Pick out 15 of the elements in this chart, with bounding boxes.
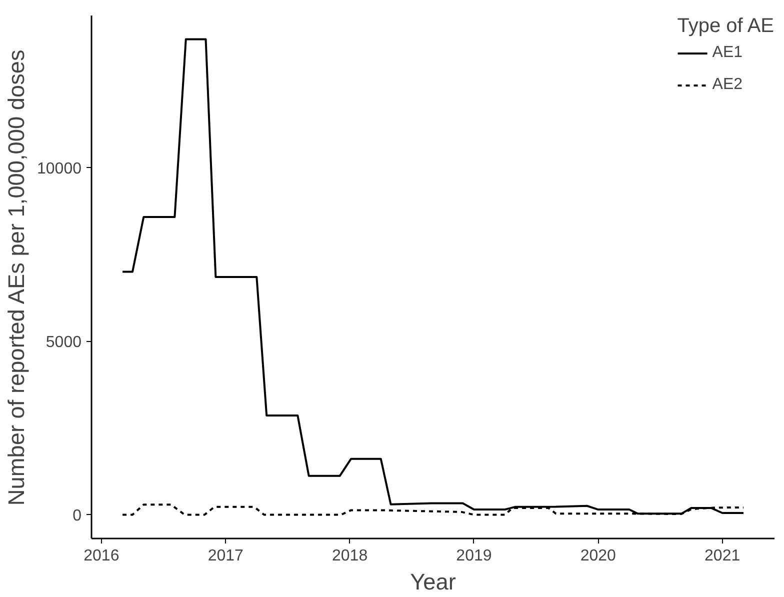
- line-series: [122, 38, 744, 515]
- x-tick-label: 2016: [84, 548, 120, 564]
- x-axis-title: Year: [410, 568, 456, 594]
- y-tick-label: 0: [72, 508, 82, 525]
- legend-label: AE1: [712, 44, 743, 62]
- x-tick-label: 2021: [704, 548, 740, 564]
- legend-label: AE2: [712, 76, 743, 94]
- y-axis-title: Number of reported AEs per 1,000,000 doses: [3, 50, 30, 506]
- legend-title: Type of AE: [677, 15, 774, 38]
- x-tick-label: 2020: [580, 548, 616, 564]
- x-tick-label: 2018: [332, 548, 368, 564]
- y-tick-label: 10000: [37, 160, 82, 178]
- y-tick-label: 5000: [46, 334, 82, 352]
- x-tick-label: 2019: [456, 548, 492, 564]
- x-tick-label: 2017: [208, 548, 244, 564]
